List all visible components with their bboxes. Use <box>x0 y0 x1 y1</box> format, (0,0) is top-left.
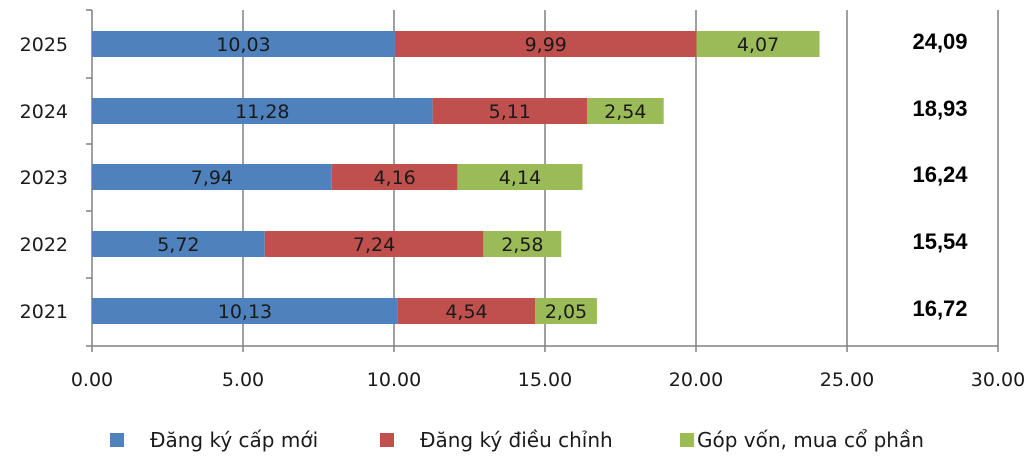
legend-swatch <box>680 433 694 447</box>
bar-value-label: 5,72 <box>157 234 199 256</box>
total-value-label: 18,93 <box>912 96 967 121</box>
bar-segment <box>92 231 265 257</box>
total-value-label: 16,72 <box>912 296 967 321</box>
bar-segment <box>457 164 583 190</box>
legend-label: Góp vốn, mua cổ phần <box>697 428 924 452</box>
x-tick-label: 0.00 <box>71 369 113 391</box>
x-tick-label: 20.00 <box>669 369 723 391</box>
bar-value-label: 2,54 <box>604 101 646 123</box>
bar-segment <box>397 298 536 324</box>
bar-value-label: 11,28 <box>235 101 289 123</box>
category-label: 2024 <box>20 101 68 123</box>
category-label: 2022 <box>20 234 68 256</box>
bar-value-label: 4,07 <box>737 34 779 56</box>
bar-segment <box>92 31 395 57</box>
bar-segment <box>586 98 664 124</box>
bar-value-label: 5,11 <box>489 101 531 123</box>
bar-segment <box>432 98 587 124</box>
category-label: 2025 <box>20 34 68 56</box>
category-label: 2021 <box>20 301 68 323</box>
total-value-label: 15,54 <box>912 229 968 254</box>
bar-segment <box>394 31 697 57</box>
bar-segment <box>92 98 433 124</box>
total-labels: 24,09 18,93 16,24 15,54 16,72 <box>912 29 968 321</box>
data-labels: 10,03 9,99 4,07 11,28 5,11 2,54 7,94 4,16 4,14 5,… <box>157 34 779 323</box>
bar-segment <box>483 231 562 257</box>
bar-value-label: 7,24 <box>353 234 395 256</box>
bar-segment <box>535 298 597 324</box>
x-tick-label: 15.00 <box>518 369 572 391</box>
bar-value-label: 4,54 <box>445 301 487 323</box>
bar-value-label: 7,94 <box>191 167 233 189</box>
bar-value-label: 2,05 <box>545 301 587 323</box>
x-tick-label: 25.00 <box>820 369 874 391</box>
legend-label: Đăng ký điều chỉnh <box>420 428 613 452</box>
bar-value-label: 10,03 <box>216 34 270 56</box>
bar-segment <box>264 231 484 257</box>
bar-segment <box>92 164 332 190</box>
bar-value-label: 2,58 <box>501 234 543 256</box>
legend-label: Đăng ký cấp mới <box>150 428 318 452</box>
x-tick-label: 10.00 <box>367 369 421 391</box>
bar-value-label: 4,14 <box>499 167 541 189</box>
total-value-label: 16,24 <box>912 162 968 187</box>
bar-segment <box>331 164 458 190</box>
category-label: 2023 <box>20 167 68 189</box>
bar-value-label: 9,99 <box>525 34 567 56</box>
bar-value-label: 4,16 <box>373 167 415 189</box>
axes: 0.00 5.00 10.00 15.00 20.00 25.00 30.00 2025 202… <box>20 9 1025 391</box>
bar-value-label: 10,13 <box>218 301 272 323</box>
legend-swatch <box>380 433 394 447</box>
bar-segment <box>92 298 398 324</box>
total-value-label: 24,09 <box>912 29 967 54</box>
legend: Đăng ký cấp mới Đăng ký điều chỉnh Góp vốn… <box>110 428 924 452</box>
x-tick-label: 5.00 <box>222 369 264 391</box>
bars <box>92 31 820 324</box>
legend-swatch <box>110 433 124 447</box>
bar-segment <box>696 31 820 57</box>
x-tick-label: 30.00 <box>971 369 1025 391</box>
